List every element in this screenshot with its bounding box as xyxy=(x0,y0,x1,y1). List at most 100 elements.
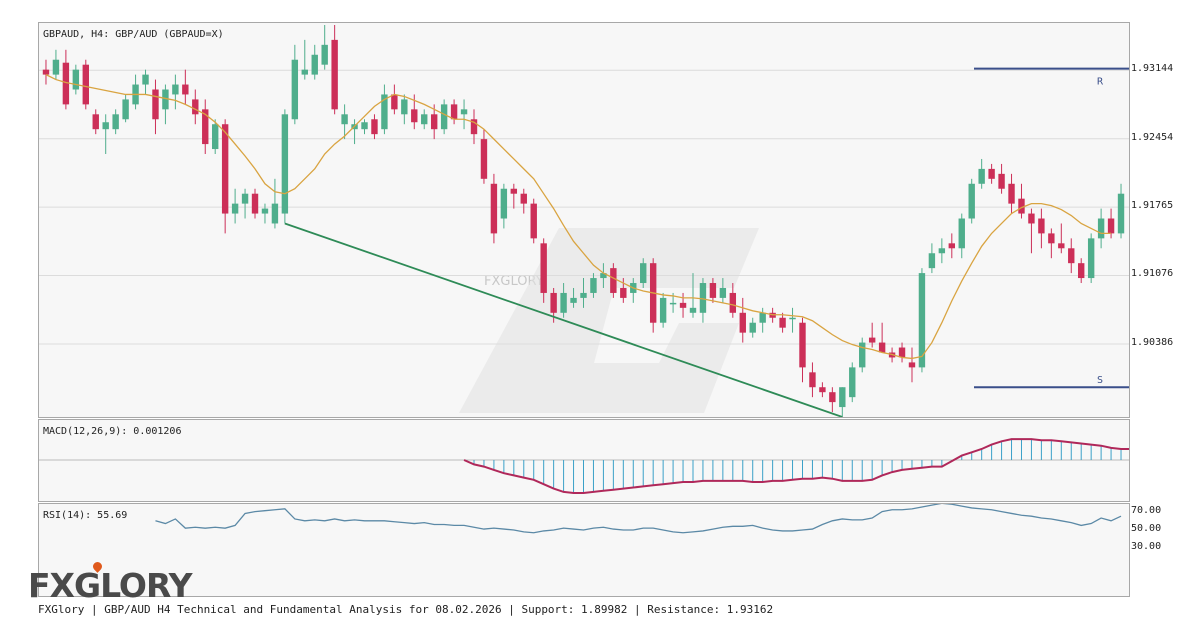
candle-body xyxy=(371,119,378,135)
candle-body xyxy=(42,69,50,75)
candle-body xyxy=(251,193,259,214)
candle-body xyxy=(600,273,607,279)
candle xyxy=(291,44,299,125)
candle xyxy=(52,49,60,80)
rsi-chart xyxy=(155,504,1122,534)
macd-signal-line xyxy=(463,438,1129,494)
candle xyxy=(92,109,99,135)
candle-body xyxy=(321,44,328,65)
candle-body xyxy=(839,387,846,408)
candle-body xyxy=(759,312,766,323)
price-tick-label: 1.91765 xyxy=(1131,200,1174,212)
candle-body xyxy=(112,114,119,130)
candle xyxy=(1117,183,1125,239)
logo-text: FXGLORY xyxy=(28,566,192,605)
candle xyxy=(570,287,577,308)
candle xyxy=(1058,223,1065,254)
candle-body xyxy=(659,297,667,323)
candle xyxy=(152,79,159,135)
candle xyxy=(809,362,816,398)
candle-body xyxy=(580,292,587,298)
candle xyxy=(102,114,109,155)
price-chart-title: GBPAUD, H4: GBP/AUD (GBPAUD=X) xyxy=(43,29,224,40)
candle-body xyxy=(102,122,109,130)
candle-body xyxy=(470,119,478,135)
candle xyxy=(729,283,737,318)
candle-body xyxy=(361,122,368,130)
rsi-tick-label: 70.00 xyxy=(1131,504,1162,516)
candle xyxy=(958,213,965,259)
candle-body xyxy=(62,62,70,105)
candle-body xyxy=(460,109,468,115)
candle-body xyxy=(729,292,737,313)
candle-body xyxy=(192,99,199,115)
candle xyxy=(779,312,786,333)
candle-body xyxy=(301,69,308,75)
candle xyxy=(470,109,478,145)
candle-body xyxy=(978,168,985,184)
candle xyxy=(281,109,289,224)
candle xyxy=(341,104,348,140)
candle xyxy=(122,94,129,123)
candle xyxy=(640,258,647,288)
candle-body xyxy=(1048,233,1055,244)
candle-body xyxy=(868,337,876,343)
candle xyxy=(82,59,89,110)
candle xyxy=(211,119,219,155)
candle xyxy=(421,109,428,130)
candle xyxy=(480,129,488,184)
candle-body xyxy=(948,243,956,249)
rsi-tick-label: 30.00 xyxy=(1131,541,1162,553)
candle-body xyxy=(122,99,129,120)
resistance-label: R xyxy=(1097,77,1104,88)
candle-body xyxy=(1117,193,1125,234)
candle-body xyxy=(202,109,209,145)
candle-body xyxy=(1107,218,1115,234)
candle-body xyxy=(82,64,89,105)
candle xyxy=(311,44,318,80)
price-chart-panel: FXGLORY R S GBPAUD, H4: GBP/AUD (GBPAUD=X) xyxy=(38,22,1130,418)
price-tick-label: 1.93144 xyxy=(1131,63,1174,75)
candle-body xyxy=(381,94,388,130)
candle xyxy=(1008,173,1015,214)
candle-body xyxy=(749,322,756,333)
price-tick-label: 1.90386 xyxy=(1131,336,1174,348)
candle xyxy=(460,99,468,130)
candle xyxy=(948,233,956,259)
candle xyxy=(610,263,617,298)
candle xyxy=(928,243,936,274)
candle xyxy=(221,119,229,234)
candle xyxy=(182,69,189,105)
candle xyxy=(202,99,209,155)
candle xyxy=(620,278,627,303)
candle-body xyxy=(291,59,299,120)
candle xyxy=(520,188,527,214)
candle-body xyxy=(1058,243,1065,249)
candle xyxy=(908,347,916,383)
candle xyxy=(271,178,279,229)
candle-body xyxy=(540,243,547,293)
candle xyxy=(759,307,766,333)
candle-body xyxy=(719,287,727,298)
candle xyxy=(351,119,358,145)
candle xyxy=(500,183,508,229)
macd-chart xyxy=(39,438,1129,494)
support-label: S xyxy=(1097,375,1103,386)
rsi-title: RSI(14): 55.69 xyxy=(43,510,128,521)
candle-body xyxy=(530,203,537,239)
candle xyxy=(689,273,697,318)
candle-body xyxy=(221,124,229,214)
candle-body xyxy=(908,362,916,368)
candle-body xyxy=(1018,198,1025,214)
candle xyxy=(321,24,328,70)
candle-body xyxy=(799,322,806,368)
candle-body xyxy=(570,297,577,303)
candle-body xyxy=(998,173,1005,189)
candle xyxy=(998,163,1005,194)
candle xyxy=(799,317,806,383)
candle-body xyxy=(988,168,995,179)
candle-body xyxy=(261,208,269,214)
macd-panel: MACD(12,26,9): 0.001206 xyxy=(38,419,1130,502)
rsi-panel: RSI(14): 55.69 xyxy=(38,503,1130,597)
candle-body xyxy=(898,347,906,358)
